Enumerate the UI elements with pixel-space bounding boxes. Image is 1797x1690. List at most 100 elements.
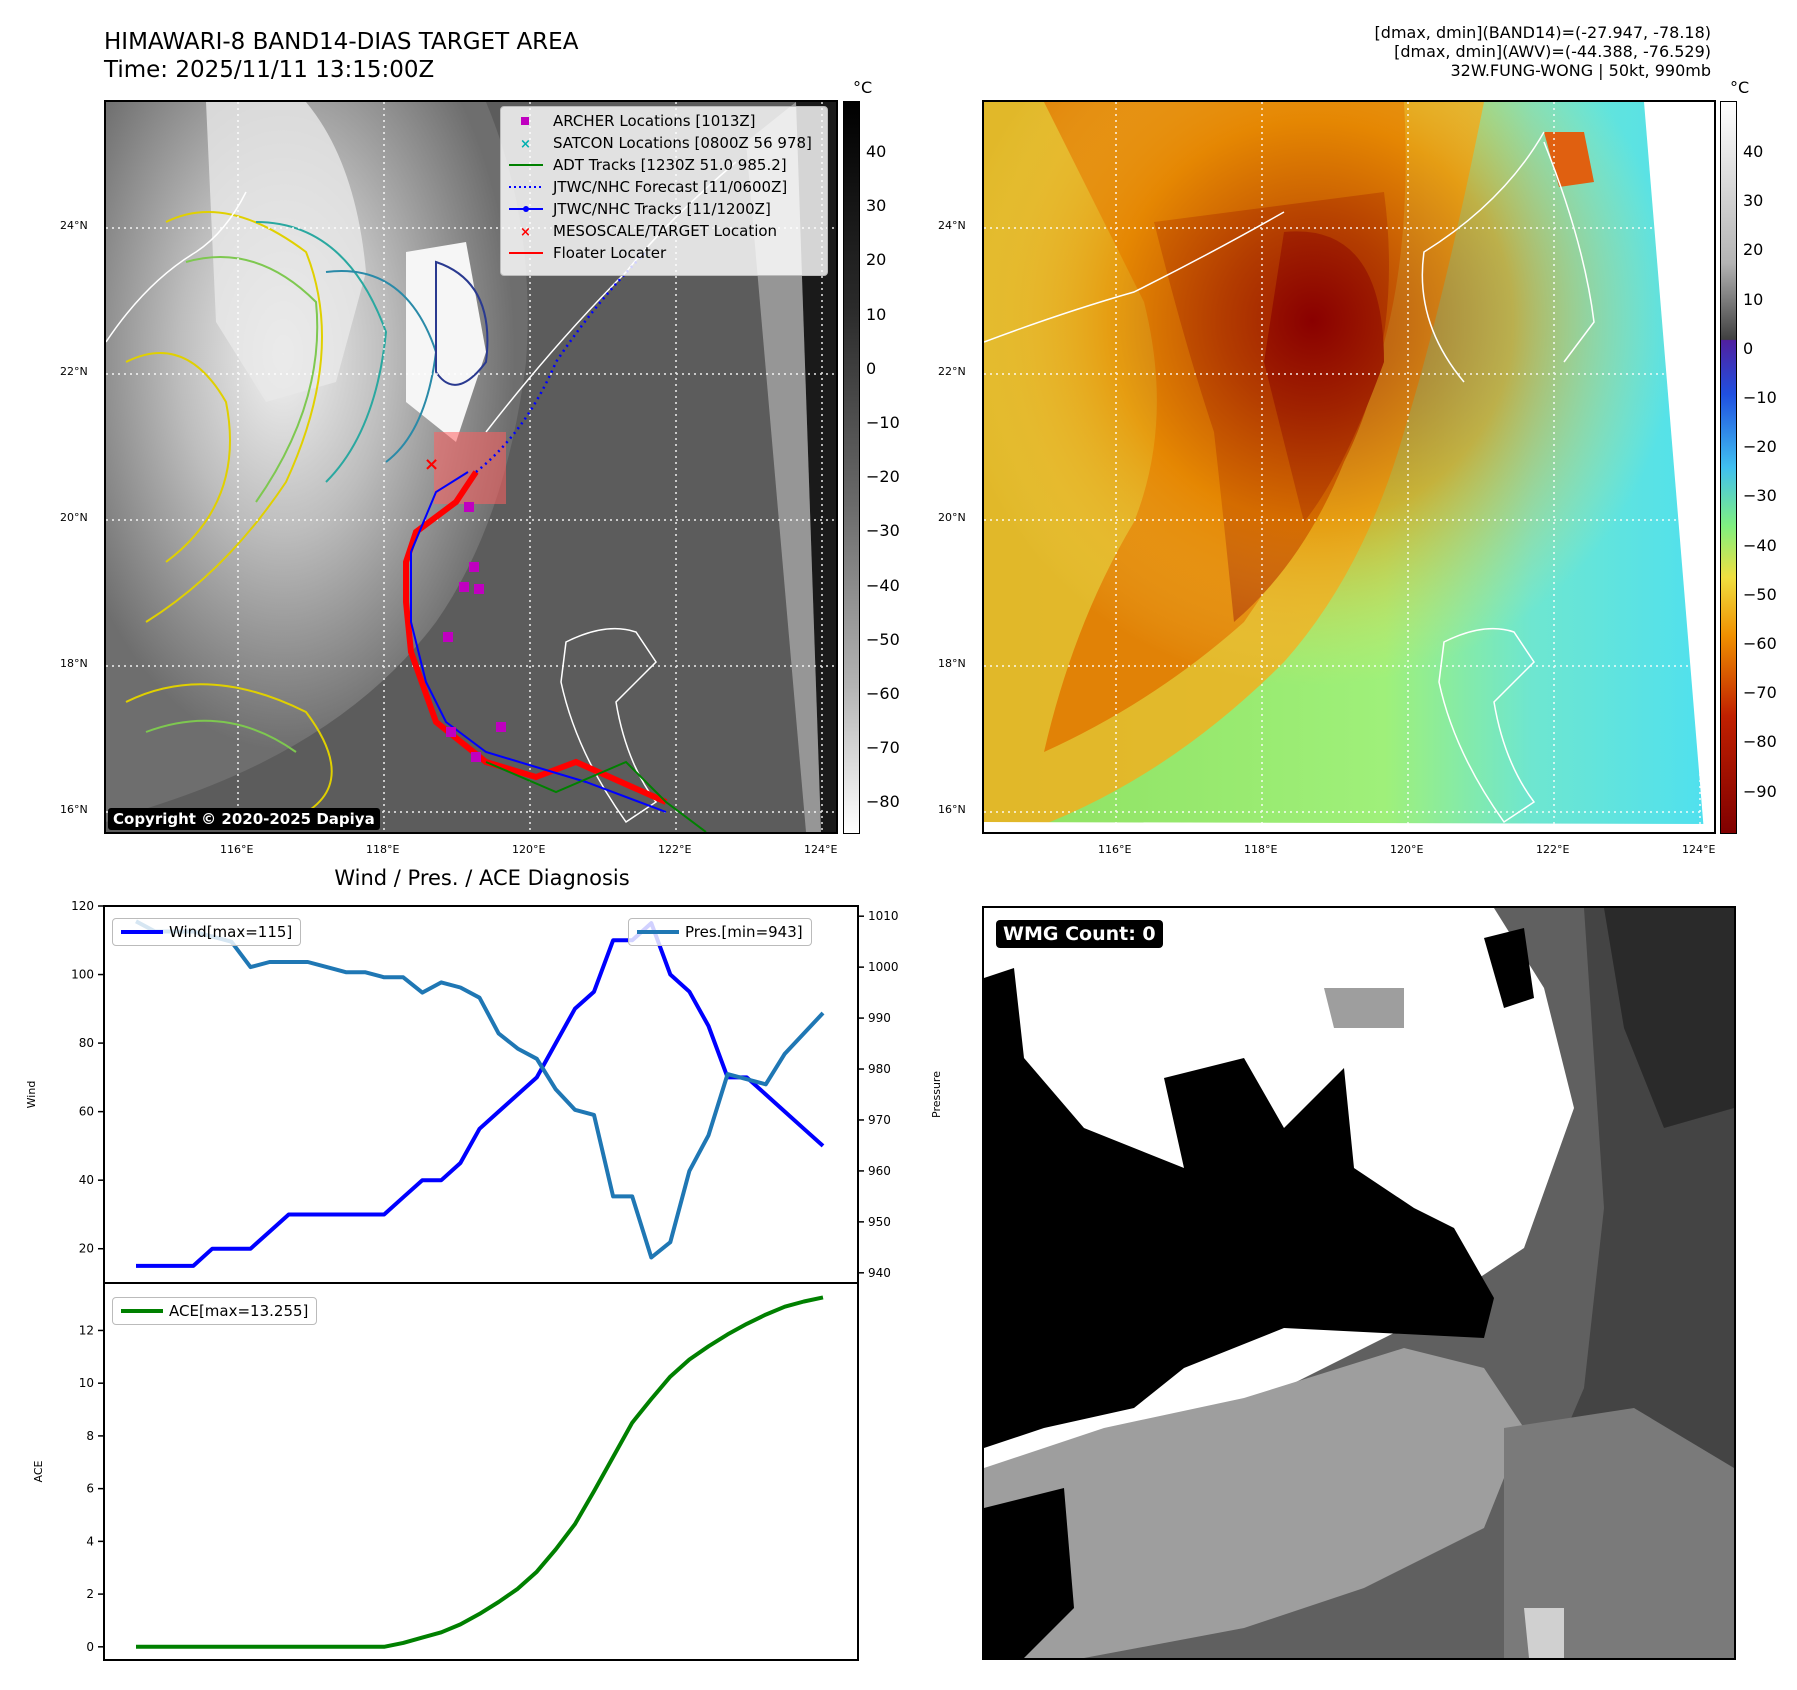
lat-tick-label: 20°N xyxy=(938,511,966,524)
ace-legend-swatch xyxy=(121,1309,163,1313)
ace-tick-label: 10 xyxy=(79,1376,94,1390)
pressure-legend-swatch xyxy=(637,930,679,934)
legend-label: ADT Tracks [1230Z 51.0 985.2] xyxy=(553,156,787,174)
wind-legend-label: Wind[max=115] xyxy=(169,923,293,941)
track-legend: ARCHER Locations [1013Z] × SATCON Location… xyxy=(500,106,828,276)
lat-tick-label: 18°N xyxy=(60,657,88,670)
color-ir-map-image xyxy=(984,102,1714,832)
ace-tick-label: 2 xyxy=(86,1587,94,1601)
color-ir-map-panel xyxy=(982,100,1716,834)
wind-axis-label: Wind xyxy=(25,1081,38,1109)
diagnosis-title: Wind / Pres. / ACE Diagnosis xyxy=(334,866,630,890)
pressure-tick-label: 960 xyxy=(868,1164,891,1178)
legend-marker xyxy=(509,206,543,212)
title-line-1: HIMAWARI-8 BAND14-DIAS TARGET AREA xyxy=(104,29,579,55)
colorbar-tick-label: 40 xyxy=(1743,142,1764,161)
colorbar-tick-label: −70 xyxy=(1743,683,1777,703)
wmg-count-badge: WMG Count: 0 xyxy=(996,920,1163,948)
legend-label: SATCON Locations [0800Z 56 978] xyxy=(553,134,812,152)
colorbar-tick-label: −50 xyxy=(866,629,900,649)
lat-tick-label: 24°N xyxy=(938,219,966,232)
colorbar-tick-label: 40 xyxy=(866,142,887,161)
colorbar-tick-label: −20 xyxy=(1743,437,1777,457)
intensity-info: [dmax, dmin](BAND14)=(-27.947, -78.18) [… xyxy=(1111,23,1711,80)
left-colorbar xyxy=(843,101,860,834)
legend-marker xyxy=(509,186,543,188)
colorbar-tick-label: −50 xyxy=(1743,584,1777,604)
pressure-tick-label: 1000 xyxy=(868,960,899,974)
colorbar-tick-label: −10 xyxy=(866,413,900,432)
lon-tick-label: 120°E xyxy=(512,843,546,856)
legend-item: JTWC/NHC Tracks [11/1200Z] xyxy=(507,198,821,220)
colorbar-tick-label: 10 xyxy=(1743,289,1764,309)
lon-tick-label: 120°E xyxy=(1390,843,1424,856)
ace-tick-label: 4 xyxy=(86,1534,94,1548)
pressure-tick-label: 950 xyxy=(868,1215,891,1229)
legend-marker: × xyxy=(520,137,531,150)
legend-marker xyxy=(509,164,543,166)
legend-label: JTWC/NHC Forecast [11/0600Z] xyxy=(553,178,788,196)
legend-marker: × xyxy=(520,225,531,238)
pressure-tick-label: 980 xyxy=(868,1062,891,1076)
pressure-tick-label: 990 xyxy=(868,1011,891,1025)
lat-tick-label: 16°N xyxy=(60,803,88,816)
pressure-legend: Pres.[min=943] xyxy=(628,918,812,946)
colorbar-tick-label: −10 xyxy=(1743,388,1777,407)
legend-item: ARCHER Locations [1013Z] xyxy=(507,110,821,132)
lon-tick-label: 116°E xyxy=(1098,843,1132,856)
colorbar-tick-label: −80 xyxy=(866,792,900,812)
colorbar-tick-label: 10 xyxy=(866,304,887,324)
lat-tick-label: 22°N xyxy=(938,365,966,378)
pressure-series-line xyxy=(135,919,825,1260)
wind-tick-label: 120 xyxy=(71,899,94,913)
wind-tick-label: 100 xyxy=(71,968,94,982)
ir-map-panel: × ARCHER Locations [1013Z] × SATCON Locati… xyxy=(104,100,838,834)
colorbar-tick-label: 30 xyxy=(1743,191,1764,211)
colorbar-tick-label: −20 xyxy=(866,467,900,487)
lat-tick-label: 18°N xyxy=(938,657,966,670)
copyright-badge: Copyright © 2020-2025 Dapiya xyxy=(108,808,380,830)
lon-tick-label: 124°E xyxy=(1682,843,1716,856)
wind-tick-label: 60 xyxy=(79,1105,94,1119)
pressure-tick-label: 970 xyxy=(868,1113,891,1127)
lat-tick-label: 16°N xyxy=(938,803,966,816)
colorbar-tick-label: 0 xyxy=(866,358,877,378)
ace-legend: ACE[max=13.255] xyxy=(112,1297,318,1325)
legend-marker xyxy=(521,117,529,125)
left-colorbar-unit: °C xyxy=(853,78,873,97)
legend-item: ADT Tracks [1230Z 51.0 985.2] xyxy=(507,154,821,176)
info-line-1: [dmax, dmin](BAND14)=(-27.947, -78.18) xyxy=(1374,23,1711,42)
floater-box xyxy=(434,432,506,504)
wind-tick-label: 40 xyxy=(79,1173,94,1187)
colorbar-tick-label: −60 xyxy=(1743,634,1777,653)
wind-legend-swatch xyxy=(121,930,163,934)
svg-text:×: × xyxy=(520,225,531,238)
colorbar-tick-label: 0 xyxy=(1743,338,1754,358)
wind-legend: Wind[max=115] xyxy=(112,918,302,946)
ace-axis-label: ACE xyxy=(32,1460,45,1482)
lon-tick-label: 118°E xyxy=(366,843,400,856)
wind-series-line xyxy=(136,921,825,1268)
legend-label: JTWC/NHC Tracks [11/1200Z] xyxy=(553,200,771,218)
ace-tick-label: 6 xyxy=(86,1482,94,1496)
legend-item: JTWC/NHC Forecast [11/0600Z] xyxy=(507,176,821,198)
title-line-2: Time: 2025/11/11 13:15:00Z xyxy=(104,57,435,83)
colorbar-tick-label: −30 xyxy=(866,521,900,541)
colorbar-tick-label: −60 xyxy=(866,684,900,703)
ace-tick-label: 8 xyxy=(86,1429,94,1443)
pressure-tick-label: 940 xyxy=(868,1266,891,1280)
legend-item: Floater Locater xyxy=(507,242,821,264)
lon-tick-label: 118°E xyxy=(1244,843,1278,856)
colorbar-tick-label: −80 xyxy=(1743,732,1777,752)
legend-item: × MESOSCALE/TARGET Location xyxy=(507,220,821,242)
colorbar-tick-label: −30 xyxy=(1743,486,1777,506)
legend-item: × SATCON Locations [0800Z 56 978] xyxy=(507,132,821,154)
lat-tick-label: 24°N xyxy=(60,219,88,232)
pressure-legend-label: Pres.[min=943] xyxy=(685,923,803,941)
lon-tick-label: 122°E xyxy=(658,843,692,856)
legend-label: ARCHER Locations [1013Z] xyxy=(553,112,756,130)
svg-text:×: × xyxy=(424,454,439,475)
lat-tick-label: 22°N xyxy=(60,365,88,378)
legend-label: Floater Locater xyxy=(553,244,667,262)
colorbar-tick-label: −40 xyxy=(1743,535,1777,555)
